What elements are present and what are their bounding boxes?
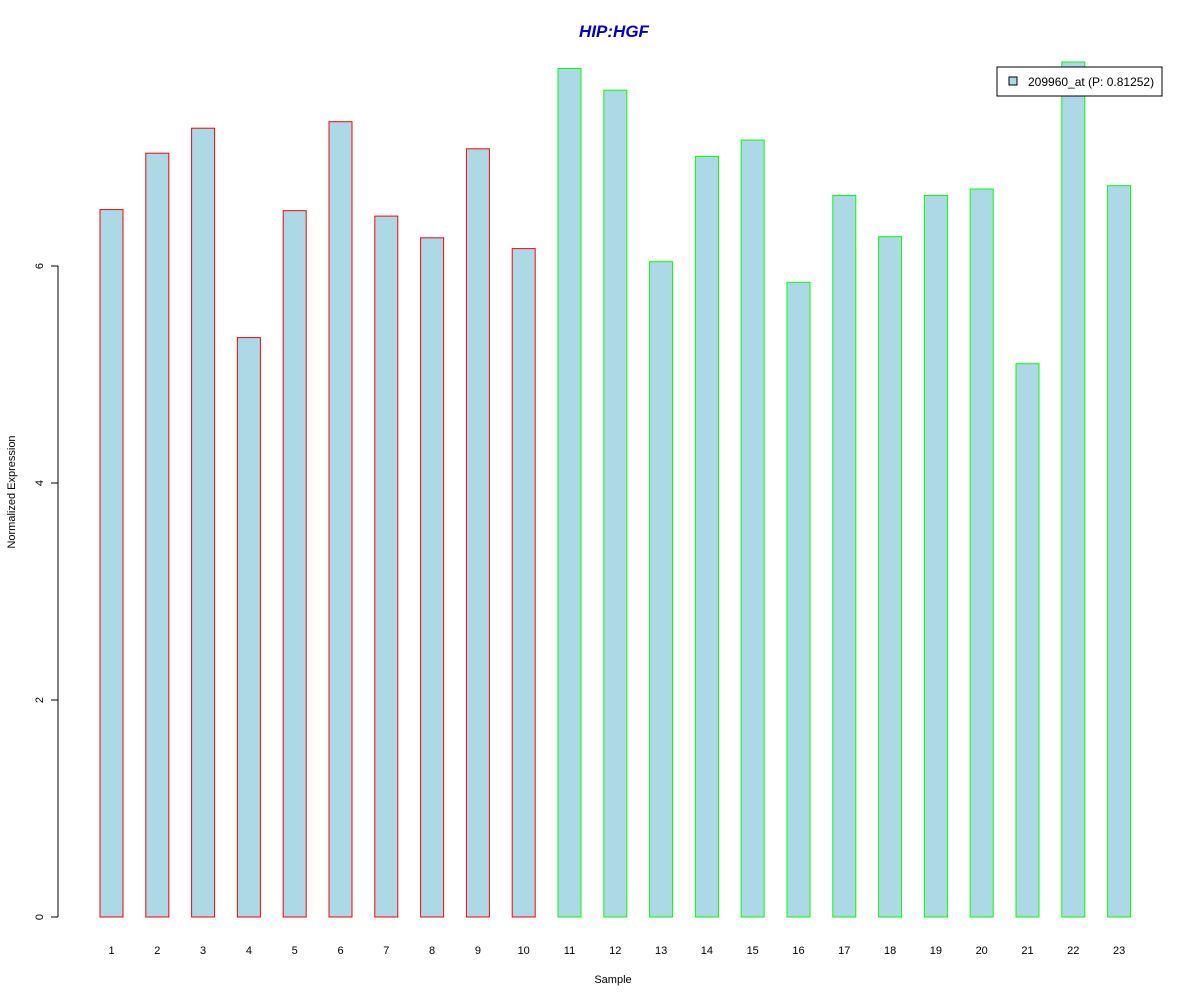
x-tick-label: 13 xyxy=(655,945,667,957)
bar-sample-9 xyxy=(465,148,490,918)
y-axis-label: Normalized Expression xyxy=(6,435,18,548)
bar-sample-17 xyxy=(832,195,857,918)
x-tick-label: 11 xyxy=(564,945,575,957)
x-tick-label: 9 xyxy=(475,945,481,957)
bar-sample-23 xyxy=(1107,185,1132,918)
legend-label: 209960_at (P: 0.81252) xyxy=(1028,75,1154,89)
legend-box xyxy=(996,66,1163,97)
x-tick-label: 8 xyxy=(429,945,435,957)
bar-sample-19 xyxy=(923,195,948,918)
y-tick-label: 6 xyxy=(34,263,46,269)
x-tick-label: 3 xyxy=(200,945,206,957)
x-tick-label: 5 xyxy=(292,945,298,957)
legend-swatch xyxy=(1008,76,1018,86)
bar-sample-12 xyxy=(603,89,628,918)
x-tick-label: 14 xyxy=(701,945,713,957)
x-tick-label: 18 xyxy=(884,945,896,957)
x-tick-label: 23 xyxy=(1113,945,1125,957)
x-tick-label: 2 xyxy=(154,945,160,957)
y-tick-label: 2 xyxy=(34,697,46,703)
bar-sample-10 xyxy=(511,248,536,918)
x-tick-label: 7 xyxy=(383,945,389,957)
x-tick-label: 19 xyxy=(930,945,942,957)
bar-sample-13 xyxy=(649,261,674,918)
y-axis: 0 2 4 6 xyxy=(34,263,59,920)
bar-sample-5 xyxy=(282,210,307,918)
x-tick-label: 17 xyxy=(838,945,850,957)
bar-sample-18 xyxy=(878,236,903,918)
y-tick-label: 4 xyxy=(34,480,46,486)
bar-sample-16 xyxy=(786,281,811,918)
legend: 209960_at (P: 0.81252) xyxy=(996,66,1163,97)
x-tick-label: 15 xyxy=(747,945,759,957)
x-tick-label: 22 xyxy=(1067,945,1079,957)
bar-sample-6 xyxy=(328,121,353,918)
x-tick-label: 12 xyxy=(609,945,621,957)
x-tick-label: 16 xyxy=(792,945,804,957)
bar-sample-7 xyxy=(374,215,399,918)
x-tick-labels: 1 2 3 4 5 6 7 8 9 10 11 12 13 14 15 16 17 18 19 20 21 22 23 xyxy=(108,945,1125,957)
bar-sample-15 xyxy=(740,139,765,918)
x-tick-label: 4 xyxy=(246,945,252,957)
bar-sample-4 xyxy=(236,337,261,918)
bar-sample-2 xyxy=(145,152,170,918)
bar-sample-8 xyxy=(420,237,445,918)
x-tick-label: 21 xyxy=(1021,945,1033,957)
x-tick-label: 20 xyxy=(976,945,988,957)
bar-sample-11 xyxy=(557,68,582,918)
y-tick-label: 0 xyxy=(34,914,46,920)
bar-sample-22 xyxy=(1061,61,1086,918)
bar-sample-3 xyxy=(191,127,216,918)
bar-sample-21 xyxy=(1015,363,1040,918)
bar-sample-14 xyxy=(694,155,719,918)
bar-sample-1 xyxy=(99,209,124,918)
x-tick-label: 6 xyxy=(337,945,343,957)
chart-title: HIP:HGF xyxy=(579,22,650,41)
bars-group xyxy=(99,61,1132,918)
x-axis-label: Sample xyxy=(594,974,631,986)
bar-sample-20 xyxy=(969,188,994,918)
x-tick-label: 10 xyxy=(518,945,530,957)
x-tick-label: 1 xyxy=(108,945,114,957)
